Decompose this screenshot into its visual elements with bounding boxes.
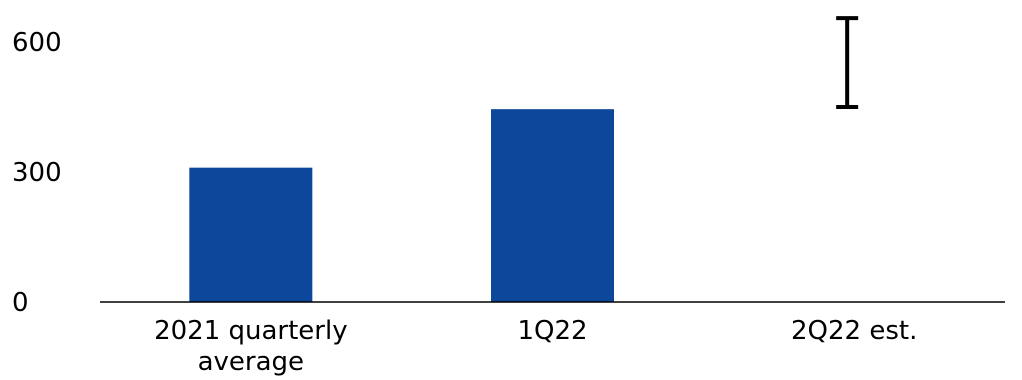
x-tick-label: average [198, 347, 304, 377]
x-tick-label: 2021 quarterly [154, 316, 348, 346]
bar [189, 167, 313, 302]
y-axis-ticks: 0 300 600 [12, 28, 62, 318]
x-tick-label: 2Q22 est. [791, 316, 917, 346]
estimate-range-bar [836, 16, 859, 109]
y-tick-label: 0 [12, 288, 29, 318]
estimate-ranges [836, 16, 859, 109]
x-tick-label: 1Q22 [517, 316, 587, 346]
bar [491, 109, 614, 303]
bars [189, 109, 614, 303]
y-tick-label: 300 [12, 158, 62, 188]
y-tick-label: 600 [12, 28, 62, 58]
